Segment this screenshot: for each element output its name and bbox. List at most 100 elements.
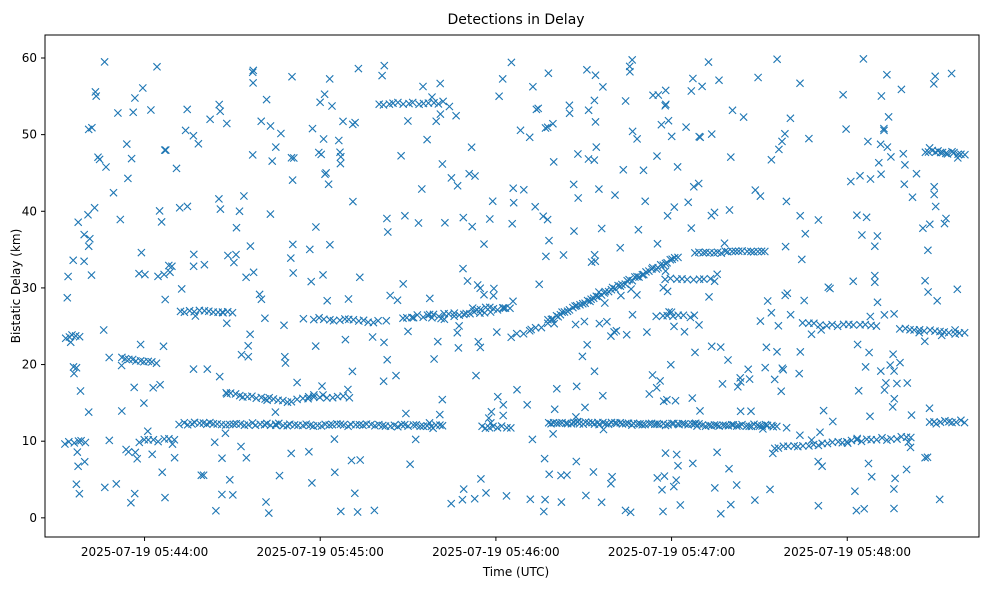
detection-point (889, 485, 898, 493)
detection-point (929, 79, 938, 88)
detection-point (232, 223, 241, 232)
detection-point (648, 371, 657, 379)
detection-point (126, 498, 135, 507)
y-axis-label: Bistatic Delay (km) (9, 229, 23, 344)
detection-point (72, 480, 81, 489)
detection-point (674, 461, 682, 470)
detection-point (728, 247, 737, 256)
detection-point (691, 348, 699, 357)
detection-point (865, 348, 874, 357)
detection-point (897, 85, 906, 94)
detection-point (430, 355, 439, 363)
detection-point (550, 405, 559, 414)
detection-point (694, 179, 703, 188)
detection-point (763, 297, 772, 305)
detection-point (288, 176, 297, 185)
detection-point (571, 412, 580, 421)
detection-point (809, 319, 818, 328)
detection-point (671, 396, 680, 405)
detection-point (232, 250, 240, 259)
detection-point (690, 311, 699, 320)
detection-point (436, 110, 445, 119)
detection-point (382, 316, 391, 325)
y-tick-label: 20 (22, 358, 37, 372)
detection-point (849, 321, 858, 329)
detection-point (608, 283, 617, 292)
detection-point (724, 356, 732, 364)
detection-point (661, 267, 670, 276)
detection-point (544, 69, 553, 78)
detection-point (779, 365, 788, 374)
detection-point (329, 316, 338, 325)
detection-point (159, 342, 168, 351)
detection-point (931, 202, 940, 211)
detection-point (942, 214, 950, 223)
detection-point (87, 123, 96, 132)
detection-point (288, 72, 296, 81)
detection-point (393, 422, 402, 431)
detection-point (567, 419, 576, 428)
detection-point (413, 311, 422, 319)
detection-point (450, 309, 459, 318)
detection-point (632, 290, 641, 299)
detection-point (725, 464, 733, 473)
detection-point (881, 378, 890, 387)
detection-point (809, 440, 818, 449)
detection-point (541, 252, 550, 261)
detection-point (495, 92, 504, 101)
detection-point (541, 124, 550, 132)
detection-point (91, 87, 100, 96)
detection-point (519, 329, 528, 338)
detection-point (878, 433, 886, 442)
detection-point (100, 57, 109, 66)
detection-point (262, 95, 271, 104)
detection-point (807, 436, 816, 445)
detection-point (229, 420, 238, 429)
detection-point (940, 219, 949, 228)
detection-point (890, 504, 898, 513)
detection-point (526, 495, 535, 504)
detection-point (638, 270, 647, 279)
detection-point (397, 151, 406, 160)
detection-point (713, 270, 722, 279)
detection-point (242, 273, 251, 282)
detection-point (401, 409, 410, 418)
detection-point (487, 407, 496, 416)
detection-point (587, 295, 596, 304)
detection-point (482, 488, 490, 497)
detection-point (784, 442, 792, 451)
detection-point (628, 127, 637, 136)
detection-point (696, 406, 704, 415)
detection-point (463, 277, 472, 285)
detection-point (255, 290, 264, 299)
detection-point (796, 79, 804, 88)
detection-point (890, 367, 899, 375)
detection-point (590, 250, 599, 259)
detection-point (497, 422, 506, 431)
detection-point (947, 69, 956, 78)
detection-point (189, 131, 198, 140)
detection-point (936, 418, 945, 427)
y-tick-label: 40 (22, 204, 37, 218)
detection-point (754, 73, 763, 82)
detection-point (672, 450, 681, 459)
detection-point (287, 449, 296, 458)
detection-point (571, 302, 580, 311)
detection-point (81, 438, 90, 447)
detection-point (476, 474, 485, 483)
detection-point (411, 435, 420, 444)
detection-point (589, 468, 598, 476)
detection-point (769, 422, 778, 431)
detection-point (468, 304, 477, 313)
detection-point (403, 117, 412, 125)
detection-point (380, 338, 388, 347)
detection-point (200, 260, 209, 269)
detection-point (710, 277, 719, 286)
detection-point (743, 247, 752, 256)
detection-point (952, 418, 961, 427)
detection-point (853, 434, 862, 443)
detection-point (781, 242, 790, 251)
detection-point (557, 498, 566, 507)
detection-point (670, 253, 679, 262)
y-tick-label: 10 (22, 434, 37, 448)
